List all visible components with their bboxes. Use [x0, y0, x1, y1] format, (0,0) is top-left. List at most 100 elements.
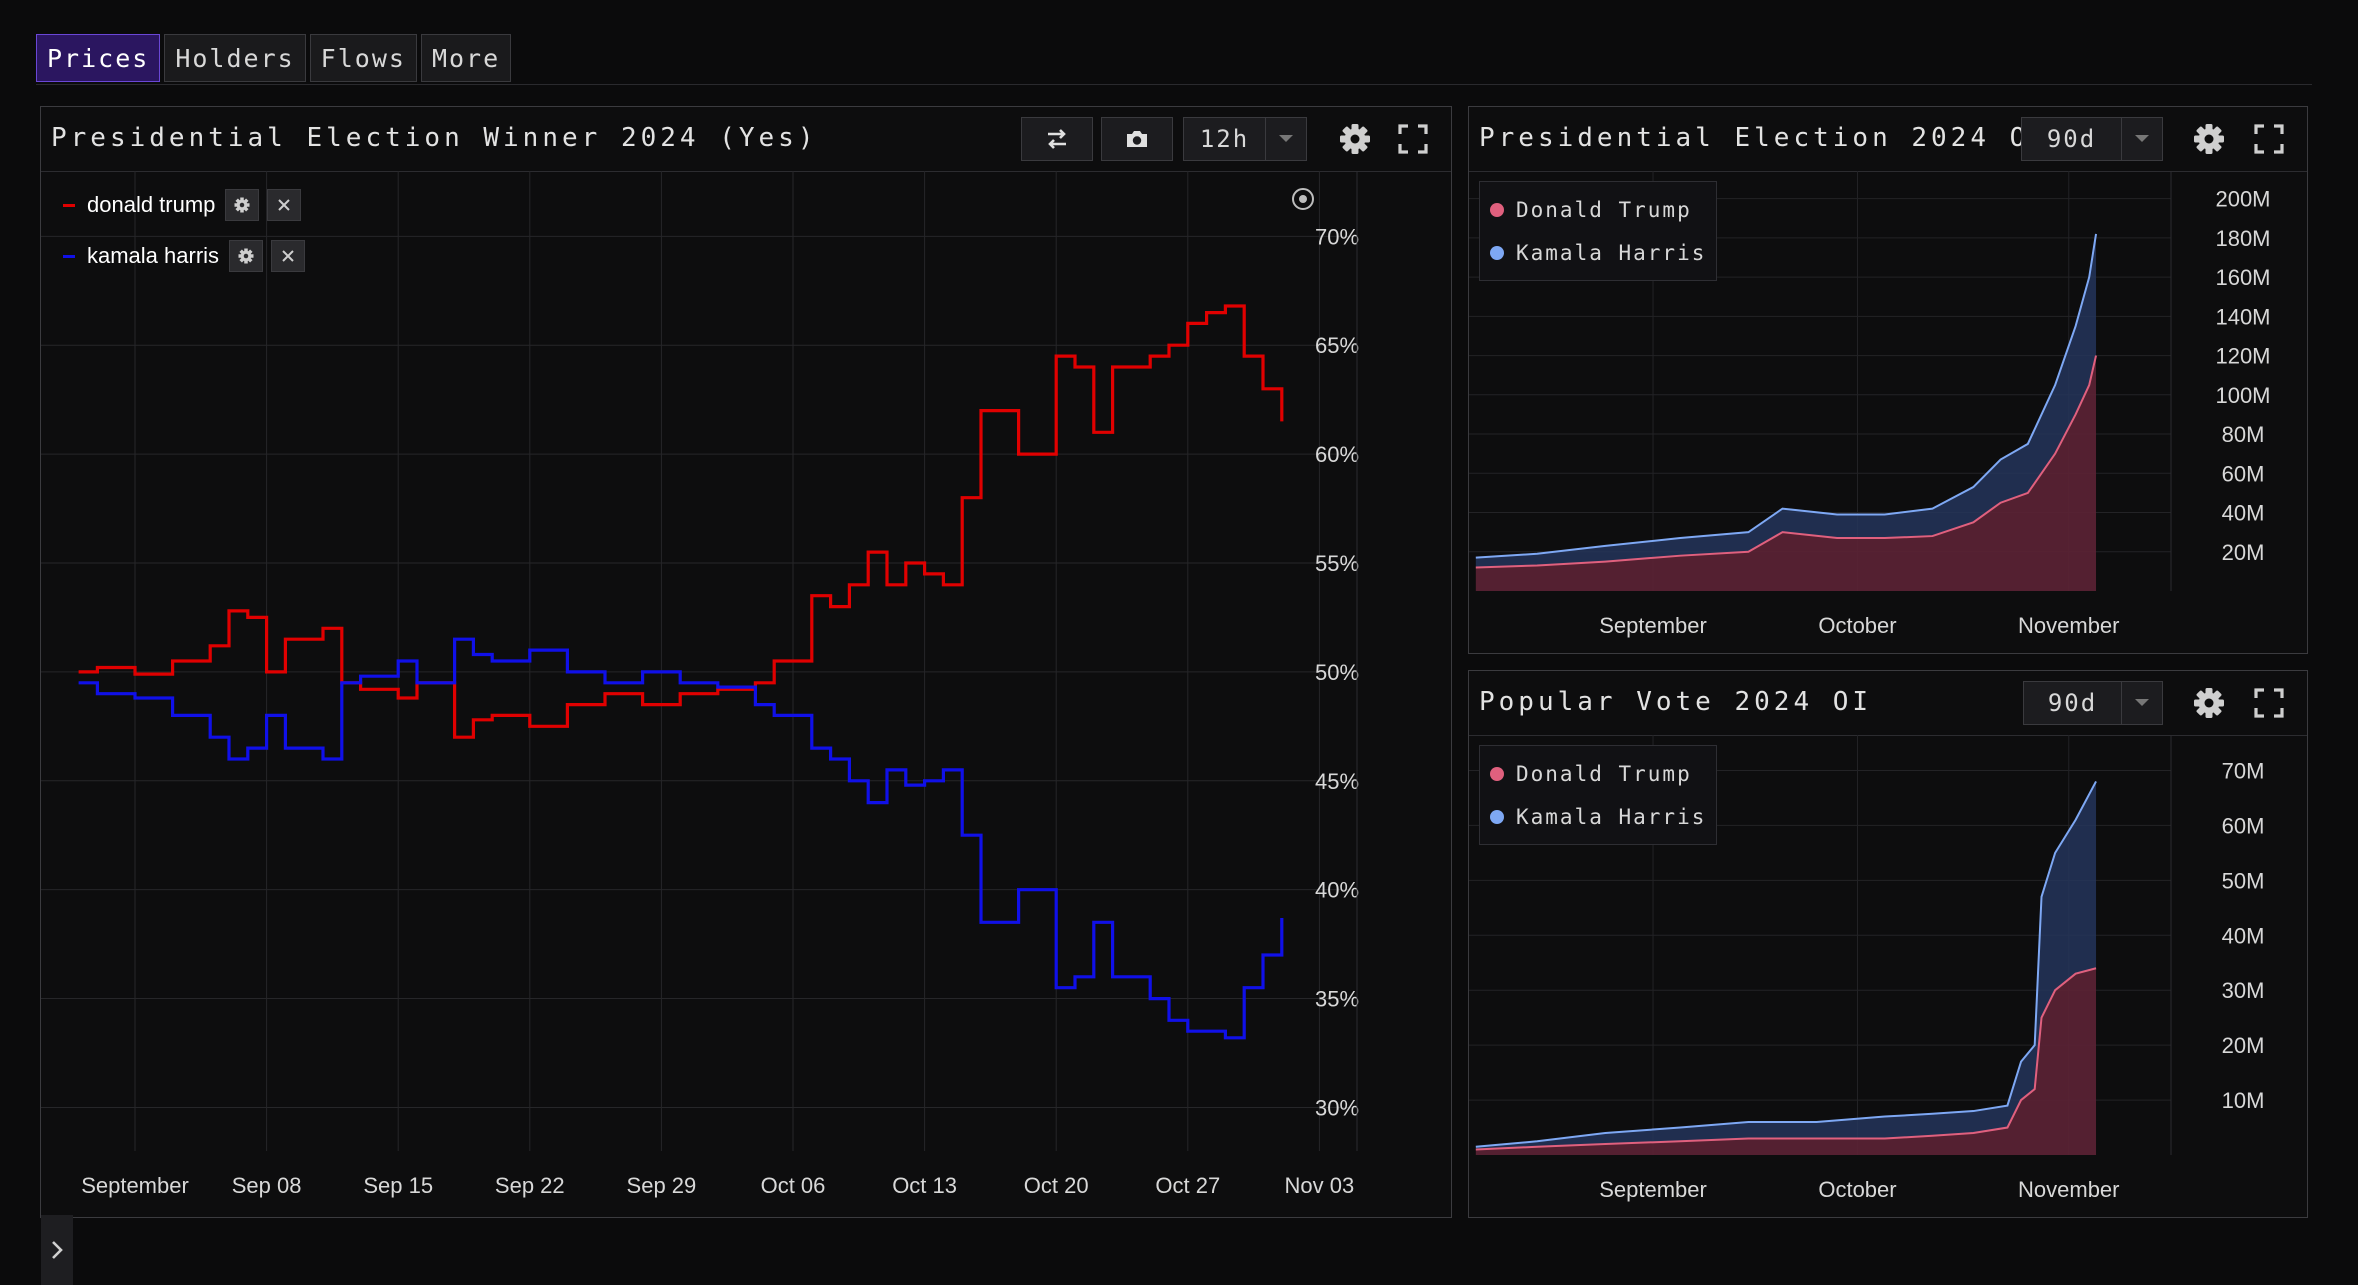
camera-icon [1127, 131, 1147, 147]
x-tick-label: Sep 08 [232, 1173, 302, 1198]
fullscreen-icon[interactable] [2251, 685, 2287, 721]
y-tick-label: 30% [1315, 1095, 1359, 1120]
legend-item-harris: Kamala Harris [1490, 231, 1706, 274]
y-tick-label: 140M [2215, 304, 2270, 329]
range-select[interactable]: 90d [2021, 117, 2163, 161]
fullscreen-icon[interactable] [1395, 121, 1431, 157]
y-tick-label: 80M [2222, 422, 2265, 447]
y-tick-label: 60M [2222, 461, 2265, 486]
y-tick-label: 35% [1315, 987, 1359, 1012]
x-tick-label: Oct 06 [761, 1173, 826, 1198]
line-harris [1475, 780, 2097, 1148]
panel-title: Presidential Election Winner 2024 (Yes) [51, 123, 818, 153]
swap-button[interactable] [1021, 117, 1093, 161]
x-tick-label: November [2018, 613, 2119, 638]
tab-holders[interactable]: Holders [164, 34, 306, 82]
x-tick-label: September [1599, 613, 1707, 638]
tab-bar: Prices Holders Flows More [36, 34, 512, 82]
oi-legend: Donald Trump Kamala Harris [1479, 181, 1718, 281]
legend-label: kamala harris [87, 243, 220, 268]
price-chart: 70%65%60%55%50%45%40%35%30% September Sep… [41, 171, 1359, 1198]
series-lines [78, 304, 1284, 1040]
y-tick-label: 50M [2222, 868, 2265, 893]
oi-legend: Donald Trump Kamala Harris [1479, 745, 1718, 845]
y-tick-label: 200M [2215, 187, 2270, 212]
x-tick-label: Nov 03 [1285, 1173, 1355, 1198]
close-icon[interactable] [267, 189, 302, 221]
area-trump [1475, 355, 2097, 591]
legend-dot [1490, 245, 1504, 260]
price-chart-panel: Presidential Election Winner 2024 (Yes) … [40, 106, 1452, 1285]
legend-item-harris: Kamala Harris [1490, 795, 1706, 838]
chevron-down-icon[interactable] [2121, 118, 2162, 160]
y-tick-label: 40% [1315, 878, 1359, 903]
legend-item-trump: donald trump [63, 189, 302, 221]
expand-sidebar-button[interactable] [41, 1215, 73, 1285]
chart-grid [41, 171, 1357, 1151]
y-tick-label: 60M [2222, 813, 2265, 838]
legend-label: donald trump [87, 192, 216, 217]
target-icon[interactable] [1292, 188, 1314, 210]
close-icon[interactable] [271, 240, 306, 272]
legend-label: Donald Trump [1516, 761, 1692, 786]
election-oi-chart: 200M 180M 160M 140M 120M 100M 80M 60M 40M 20M Sept… [1469, 171, 2271, 638]
y-tick-label: 60% [1315, 442, 1359, 467]
range-value: 90d [2046, 125, 2097, 153]
tab-divider [36, 84, 2312, 85]
snapshot-button[interactable] [1101, 117, 1173, 161]
legend-item-trump: Donald Trump [1490, 188, 1706, 231]
gear-icon[interactable] [2191, 685, 2227, 721]
swap-icon [1048, 129, 1066, 149]
gear-icon [238, 248, 254, 264]
series-line-trump [78, 304, 1284, 739]
legend-dot [1490, 809, 1504, 824]
series-settings-button[interactable] [229, 240, 264, 272]
x-tick-label: Oct 13 [892, 1173, 957, 1198]
x-tick-label: Sep 29 [627, 1173, 697, 1198]
y-tick-label: 70M [2222, 758, 2265, 783]
y-tick-label: 45% [1315, 769, 1359, 794]
tab-flows[interactable]: Flows [309, 34, 417, 82]
gear-icon[interactable] [1337, 121, 1373, 157]
gear-icon[interactable] [2191, 121, 2227, 157]
y-tick-label: 70% [1315, 224, 1359, 249]
line-trump [1475, 355, 2098, 569]
legend-item-harris: kamala harris [63, 240, 306, 272]
legend-dot [1490, 202, 1504, 217]
y-tick-label: 120M [2215, 344, 2270, 369]
line-harris [1475, 233, 2098, 559]
x-tick-label: November [2018, 1177, 2119, 1202]
y-tick-label: 40M [2222, 501, 2265, 526]
x-tick-label: October [1818, 1177, 1896, 1202]
legend-item-trump: Donald Trump [1490, 752, 1706, 795]
chevron-down-icon[interactable] [1265, 118, 1306, 160]
y-axis: 70% 65% 60% 55% 50% 45% 40% 35% 30% [1315, 171, 1359, 1151]
range-select[interactable]: 90d [2023, 681, 2163, 725]
tab-more[interactable]: More [420, 34, 512, 82]
y-tick-label: 100M [2215, 383, 2270, 408]
range-value: 90d [2047, 689, 2098, 717]
series-settings-button[interactable] [225, 189, 260, 221]
chevron-down-icon[interactable] [2121, 682, 2162, 724]
popular-vote-oi-panel: Popular Vote 2024 OI 90d 70M 60M 50M 40M 30M… [1468, 670, 2308, 1218]
line-trump [1475, 967, 2097, 1151]
tab-prices[interactable]: Prices [36, 34, 161, 82]
area-trump [1475, 968, 2097, 1155]
y-tick-label: 40M [2222, 923, 2265, 948]
panel-title: Popular Vote 2024 OI [1479, 687, 1873, 717]
series-line-harris [78, 637, 1284, 1040]
gear-icon [234, 197, 250, 213]
interval-value: 12h [1199, 125, 1250, 153]
y-tick-label: 180M [2215, 226, 2270, 251]
panel-title: Presidential Election 2024 OI [1479, 123, 2049, 153]
interval-select[interactable]: 12h [1183, 117, 1307, 161]
x-tick-label: Sep 15 [363, 1173, 433, 1198]
y-tick-label: 50% [1315, 660, 1359, 685]
legend-dot [1490, 766, 1504, 781]
legend-swatch [63, 254, 75, 258]
y-tick-label: 30M [2222, 978, 2265, 1003]
fullscreen-icon[interactable] [2251, 121, 2287, 157]
legend-swatch [63, 203, 75, 207]
chevron-right-icon [52, 1241, 63, 1259]
legend-label: Donald Trump [1516, 197, 1692, 222]
